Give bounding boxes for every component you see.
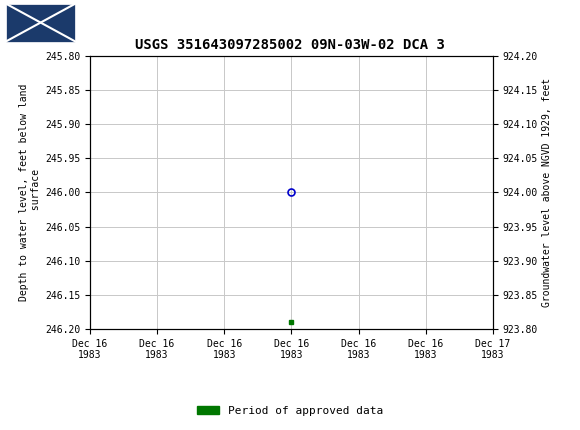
Text: USGS 351643097285002 09N-03W-02 DCA 3: USGS 351643097285002 09N-03W-02 DCA 3 bbox=[135, 38, 445, 52]
Y-axis label: Groundwater level above NGVD 1929, feet: Groundwater level above NGVD 1929, feet bbox=[542, 78, 552, 307]
FancyBboxPatch shape bbox=[6, 3, 75, 42]
Legend: Period of approved data: Period of approved data bbox=[193, 401, 387, 420]
Y-axis label: Depth to water level, feet below land
 surface: Depth to water level, feet below land su… bbox=[19, 84, 41, 301]
Text: USGS: USGS bbox=[87, 13, 134, 32]
